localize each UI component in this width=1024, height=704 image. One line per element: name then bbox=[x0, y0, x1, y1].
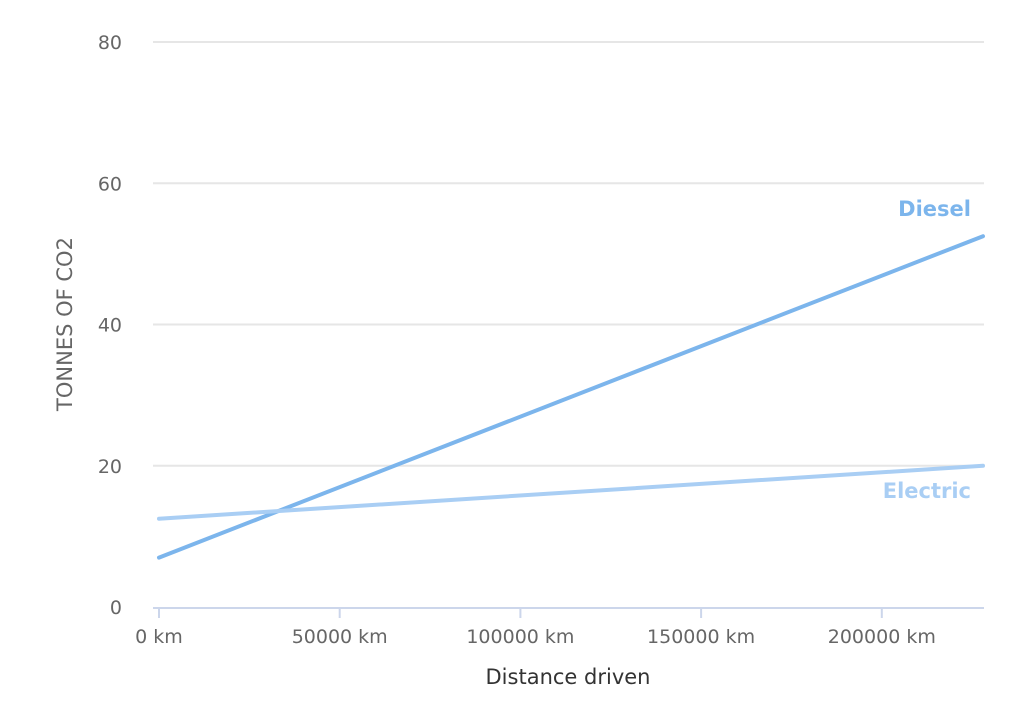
x-tick-label: 0 km bbox=[135, 626, 183, 648]
series-label-diesel: Diesel bbox=[898, 197, 971, 221]
x-tick-label: 150000 km bbox=[647, 626, 755, 648]
y-tick-label: 0 bbox=[110, 597, 122, 619]
y-tick-label: 80 bbox=[98, 32, 122, 54]
x-axis-tick-labels: 0 km 50000 km 100000 km 150000 km 200000 km bbox=[135, 626, 936, 648]
y-tick-label: 40 bbox=[98, 315, 122, 337]
series-labels: Diesel Electric bbox=[883, 197, 971, 503]
x-tick-label: 200000 km bbox=[828, 626, 936, 648]
x-axis bbox=[153, 607, 984, 618]
grid-lines bbox=[153, 41, 984, 467]
x-tick-label: 50000 km bbox=[292, 626, 388, 648]
y-axis-title: TONNES OF CO2 bbox=[53, 237, 77, 412]
series-lines bbox=[157, 234, 985, 560]
y-tick-label: 60 bbox=[98, 173, 122, 195]
y-tick-label: 20 bbox=[98, 456, 122, 478]
series-line-electric bbox=[157, 463, 985, 521]
y-axis-tick-labels: 0 20 40 60 80 bbox=[98, 32, 122, 619]
x-tick-label: 100000 km bbox=[466, 626, 574, 648]
series-label-electric: Electric bbox=[883, 479, 971, 503]
x-axis-title: Distance driven bbox=[486, 665, 651, 689]
series-line-diesel bbox=[157, 234, 985, 560]
